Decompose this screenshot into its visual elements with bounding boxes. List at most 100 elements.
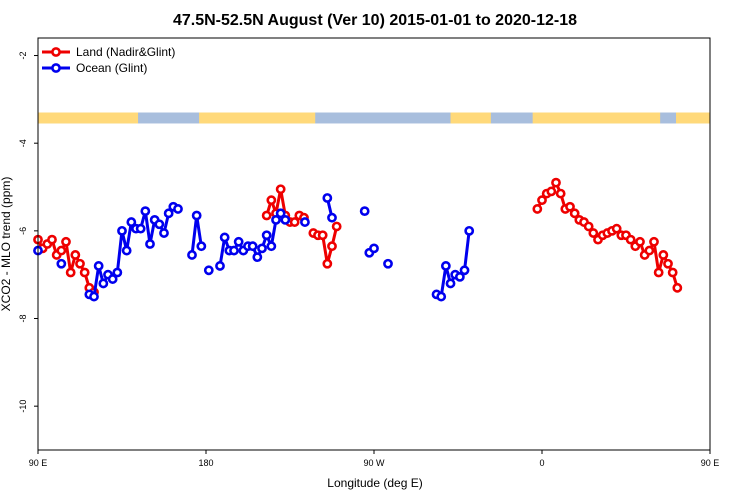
data-point: [117, 225, 127, 236]
data-point: [163, 208, 174, 219]
y-tick-label: -2: [18, 52, 28, 60]
data-point: [464, 225, 475, 236]
data-point: [47, 234, 57, 245]
data-point: [98, 278, 109, 289]
data-point: [112, 267, 123, 278]
data-point: [551, 177, 561, 188]
data-point: [327, 212, 337, 223]
data-point: [275, 208, 286, 219]
legend-label: Ocean (Glint): [76, 61, 147, 75]
data-point: [187, 250, 197, 260]
y-axis: -2 -4 -6 -8 -10: [18, 52, 38, 413]
x-tick-label: 90 E: [701, 458, 720, 468]
plot-frame: [37, 37, 711, 451]
data-point: [154, 219, 165, 230]
data-point: [436, 291, 447, 302]
data-point: [454, 271, 465, 282]
data-point: [658, 250, 669, 260]
data-point: [252, 252, 263, 263]
data-point: [261, 210, 272, 221]
legend: Land (Nadir&Glint) Ocean (Glint): [42, 45, 175, 75]
data-point: [583, 221, 594, 232]
data-point: [537, 195, 547, 206]
data-point: [159, 228, 169, 238]
data-point: [61, 236, 71, 247]
data-point: [459, 265, 470, 276]
data-point: [289, 217, 300, 227]
data-point: [75, 258, 85, 269]
data-point: [383, 258, 393, 269]
data-point: [229, 245, 239, 256]
data-point: [191, 210, 202, 221]
x-tick-label: 90 E: [29, 458, 48, 468]
series-layer: [33, 177, 683, 302]
data-point: [369, 243, 379, 254]
data-point: [327, 241, 337, 252]
data-point: [555, 188, 566, 199]
data-point: [219, 232, 230, 243]
data-point: [70, 250, 81, 260]
data-point: [257, 243, 267, 254]
y-tick-label: -10: [18, 400, 28, 413]
data-point: [565, 201, 575, 212]
data-point: [215, 261, 225, 271]
data-point: [663, 258, 673, 269]
data-point: [266, 241, 277, 252]
x-axis-label: Longitude (deg E): [327, 476, 422, 490]
land-band: [199, 112, 316, 124]
data-point: [89, 291, 99, 302]
data-point: [569, 208, 580, 219]
legend-marker: [51, 47, 61, 57]
data-point: [247, 241, 258, 252]
land-band: [38, 112, 139, 124]
data-point: [261, 230, 272, 241]
data-point: [145, 239, 155, 249]
data-point: [588, 228, 599, 238]
data-point: [65, 267, 76, 278]
data-point: [317, 230, 328, 241]
data-point: [93, 261, 104, 271]
data-point: [635, 236, 645, 247]
data-point: [275, 184, 286, 195]
x-tick-label: 90 W: [363, 458, 385, 468]
data-point: [56, 258, 67, 269]
data-point: [121, 245, 132, 256]
data-point: [140, 206, 151, 217]
legend-label: Land (Nadir&Glint): [76, 45, 175, 59]
legend-marker: [51, 63, 61, 73]
land-band: [450, 112, 491, 124]
data-point: [440, 261, 451, 271]
x-tick-label: 0: [539, 458, 544, 468]
data-point: [445, 278, 456, 289]
data-point: [203, 265, 214, 276]
y-axis-label: XCO2 - MLO trend (ppm): [0, 177, 13, 312]
y-tick-label: -4: [18, 139, 28, 147]
data-point: [625, 234, 636, 245]
x-tick-label: 180: [198, 458, 213, 468]
data-point: [107, 274, 118, 284]
chart-title: 47.5N-52.5N August (Ver 10) 2015-01-01 t…: [173, 12, 577, 29]
data-point: [233, 236, 244, 247]
data-point: [359, 206, 370, 217]
series-ocean: [33, 193, 475, 302]
data-point: [56, 245, 67, 256]
data-point: [644, 245, 655, 256]
data-point: [173, 204, 183, 214]
data-point: [322, 193, 333, 203]
x-axis: 90 E 180 90 W 0 90 E: [29, 450, 720, 468]
land-band: [532, 112, 661, 124]
data-point: [667, 267, 678, 278]
series-land: [33, 177, 683, 298]
data-point: [266, 195, 277, 206]
data-point: [79, 267, 90, 278]
data-point: [653, 267, 664, 278]
land-ocean-strip: [38, 112, 710, 124]
data-point: [672, 282, 683, 293]
data-point: [126, 217, 137, 227]
land-band: [676, 112, 710, 124]
y-tick-label: -6: [18, 227, 28, 235]
data-point: [331, 221, 342, 232]
data-point: [300, 217, 310, 227]
y-tick-label: -8: [18, 315, 28, 323]
